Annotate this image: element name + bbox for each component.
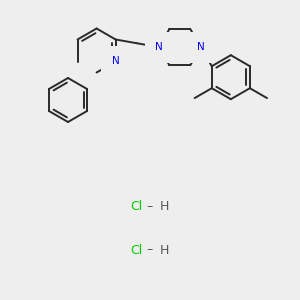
Text: –: – xyxy=(147,200,153,214)
Text: N: N xyxy=(197,42,205,52)
Text: N: N xyxy=(112,56,119,67)
Text: H: H xyxy=(159,244,169,256)
Text: Cl: Cl xyxy=(130,244,142,256)
Text: –: – xyxy=(147,244,153,256)
Text: N: N xyxy=(155,42,163,52)
Text: Cl: Cl xyxy=(130,200,142,214)
Text: H: H xyxy=(159,200,169,214)
